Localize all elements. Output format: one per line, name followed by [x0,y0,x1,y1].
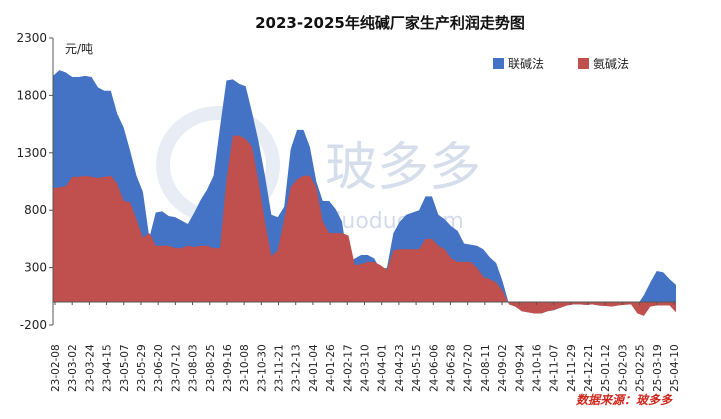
unit-label: 元/吨 [65,42,93,56]
x-tick-label: 23-08-25 [205,344,217,392]
x-tick-label: 25-03-19 [652,344,664,392]
x-tick-label: 23-05-07 [119,344,131,392]
source-label: 数据来源：玻多多 [576,393,673,407]
y-tick-label: 2300 [16,31,47,45]
x-tick-label: 23-08-03 [188,344,200,392]
watermark-text: 玻多多 [325,138,481,198]
x-tick-label: 24-02-17 [342,344,354,392]
x-tick-label: 23-04-15 [102,344,114,392]
legend-swatch-anjian [578,58,589,69]
series-area-anjian [53,135,676,316]
x-tick-label: 23-11-21 [274,344,286,392]
y-tick-label: 300 [24,261,47,275]
x-tick-label: 24-11-07 [549,344,561,392]
x-tick-label: 25-01-12 [600,344,612,392]
plot-area [53,70,676,316]
x-tick-label: 24-01-04 [308,344,320,392]
x-tick-label: 23-02-08 [50,344,62,392]
x-tick-label: 23-09-16 [222,344,234,392]
x-tick-label: 24-07-20 [463,344,475,392]
legend-label-anjian: 氨碱法 [593,57,629,71]
x-tick-label: 23-06-20 [153,344,165,392]
legend-swatch-lianjian [493,58,504,69]
axes: -200 300 800 1300 1800 2300 23-02-08 23-03-02 23… [16,31,681,392]
x-tick-label: 24-06-06 [428,344,440,392]
x-tick-label: 23-05-29 [136,344,148,392]
x-tick-label: 23-12-13 [291,344,303,392]
y-tick-label: -200 [20,318,47,332]
x-tick-label: 23-03-02 [67,344,79,392]
x-tick-label: 24-12-21 [583,344,595,392]
y-tick-label: 800 [24,203,47,217]
x-tick-label: 24-05-15 [411,344,423,392]
x-tick-label: 25-04-10 [669,344,681,392]
x-tick-label: 24-03-10 [360,344,372,392]
legend: 联碱法 氨碱法 [493,57,629,71]
x-tick-label: 23-07-12 [170,344,182,392]
y-tick-label: 1300 [16,146,47,160]
x-tick-label: 24-10-16 [531,344,543,392]
x-tick-label: 24-08-11 [480,344,492,392]
y-tick-label: 1800 [16,88,47,102]
x-tick-label: 23-03-24 [84,344,96,392]
x-tick-label: 24-09-24 [514,344,526,392]
x-tick-label: 23-10-08 [239,344,251,392]
x-tick-label: 25-02-25 [635,344,647,392]
chart-title: 2023-2025年纯碱厂家生产利润走势图 [255,14,525,32]
x-tick-label: 24-01-26 [325,344,337,392]
x-tick-label: 24-06-28 [445,344,457,392]
x-tick-label: 24-11-29 [566,344,578,392]
legend-label-lianjian: 联碱法 [508,57,544,71]
x-tick-label: 24-09-02 [497,344,509,392]
x-tick-label: 24-04-01 [377,344,389,392]
x-tick-label: 23-10-30 [256,344,268,392]
x-tick-label: 25-02-03 [617,344,629,392]
x-tick-label: 24-04-23 [394,344,406,392]
